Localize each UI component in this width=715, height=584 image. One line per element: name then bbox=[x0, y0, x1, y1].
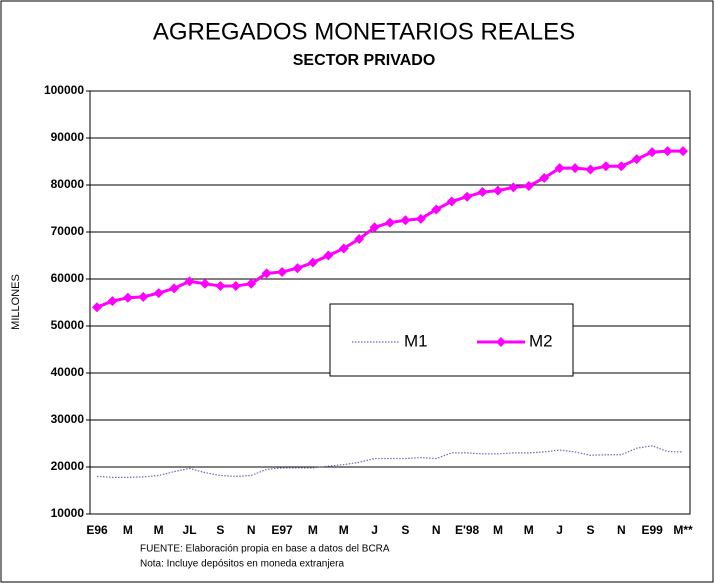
y-tick-label: 60000 bbox=[51, 271, 85, 285]
marker bbox=[631, 154, 642, 165]
marker bbox=[585, 164, 596, 175]
chart-title: AGREGADOS MONETARIOS REALES bbox=[153, 18, 575, 45]
marker bbox=[477, 187, 488, 198]
note: FUENTE: Elaboración propia en base a dat… bbox=[140, 544, 390, 555]
x-tick-label: M bbox=[493, 523, 503, 537]
marker bbox=[122, 292, 133, 303]
marker bbox=[647, 147, 658, 158]
marker bbox=[230, 281, 241, 292]
marker bbox=[431, 204, 442, 215]
x-tick-label: N bbox=[247, 523, 256, 537]
marker bbox=[446, 196, 457, 207]
x-tick-label: S bbox=[586, 523, 594, 537]
marker bbox=[385, 217, 395, 228]
y-tick-label: 70000 bbox=[51, 224, 85, 238]
marker bbox=[508, 182, 519, 193]
x-tick-label: JL bbox=[183, 523, 197, 537]
y-tick-label: 50000 bbox=[51, 318, 85, 332]
marker bbox=[338, 243, 349, 254]
marker bbox=[107, 296, 118, 307]
note: Nota: Incluye depósitos en moneda extran… bbox=[140, 559, 344, 570]
y-tick-label: 30000 bbox=[51, 412, 85, 426]
marker bbox=[369, 222, 380, 233]
x-tick-label: E'98 bbox=[455, 523, 480, 537]
legend-label: M1 bbox=[404, 331, 428, 350]
marker bbox=[539, 172, 550, 183]
legend-marker bbox=[496, 337, 506, 347]
marker bbox=[292, 263, 303, 274]
marker bbox=[169, 283, 180, 294]
marker bbox=[415, 213, 426, 224]
marker bbox=[616, 161, 627, 172]
x-tick-label: J bbox=[371, 523, 378, 537]
marker bbox=[554, 163, 565, 174]
legend-label: M2 bbox=[529, 331, 553, 350]
marker bbox=[400, 215, 411, 226]
marker bbox=[523, 180, 534, 191]
y-tick-label: 20000 bbox=[51, 459, 85, 473]
y-tick-label: 90000 bbox=[51, 130, 85, 144]
plot-area bbox=[89, 90, 691, 515]
marker bbox=[678, 146, 688, 157]
marker bbox=[184, 276, 195, 287]
marker bbox=[570, 163, 581, 174]
x-tick-label: N bbox=[432, 523, 441, 537]
marker bbox=[199, 278, 210, 289]
x-tick-label: E99 bbox=[641, 523, 663, 537]
marker bbox=[492, 185, 503, 196]
marker bbox=[261, 268, 272, 279]
y-tick-label: 80000 bbox=[51, 177, 85, 191]
x-tick-label: E96 bbox=[86, 523, 108, 537]
marker bbox=[323, 250, 334, 261]
legend bbox=[329, 303, 574, 377]
marker bbox=[277, 266, 288, 277]
y-axis-label: MILLONES bbox=[10, 274, 22, 330]
x-tick-label: J bbox=[556, 523, 563, 537]
marker bbox=[138, 291, 149, 302]
marker bbox=[215, 281, 226, 292]
x-tick-label: M bbox=[123, 523, 133, 537]
x-tick-label: S bbox=[401, 523, 409, 537]
x-tick-label: E97 bbox=[271, 523, 293, 537]
marker bbox=[354, 234, 365, 245]
marker bbox=[246, 278, 257, 289]
marker bbox=[600, 161, 611, 172]
marker bbox=[153, 288, 164, 299]
x-tick-label: M bbox=[524, 523, 534, 537]
marker bbox=[662, 146, 673, 157]
x-tick-label: M bbox=[308, 523, 318, 537]
y-tick-label: 100000 bbox=[44, 83, 84, 97]
y-tick-label: 10000 bbox=[51, 506, 85, 520]
x-tick-label: N bbox=[617, 523, 626, 537]
x-tick-label: M** bbox=[673, 523, 693, 537]
x-tick-label: M bbox=[339, 523, 349, 537]
y-tick-label: 40000 bbox=[51, 365, 85, 379]
marker bbox=[92, 302, 102, 313]
x-tick-label: M bbox=[154, 523, 164, 537]
marker bbox=[307, 257, 318, 268]
marker bbox=[462, 191, 473, 202]
chart-subtitle: SECTOR PRIVADO bbox=[293, 52, 436, 69]
x-tick-label: S bbox=[216, 523, 224, 537]
